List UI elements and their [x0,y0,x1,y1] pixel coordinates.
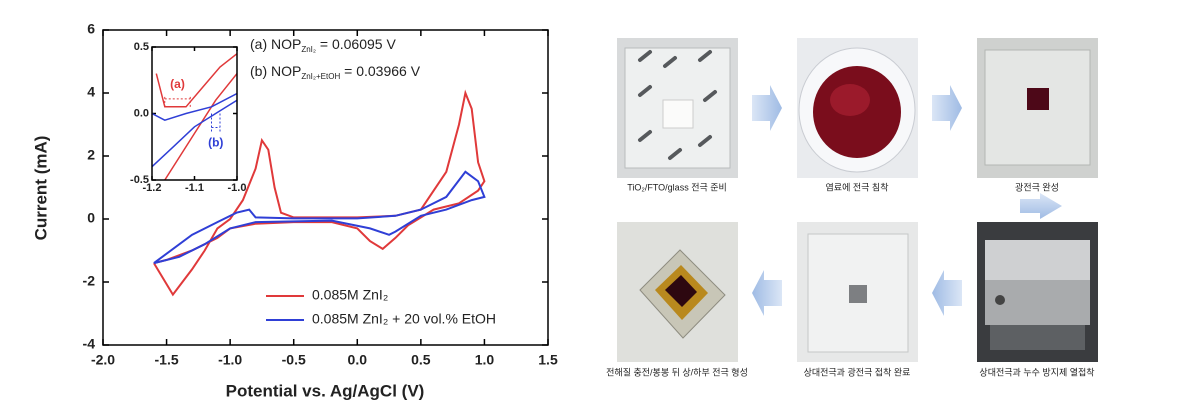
y-axis-label: Current (mA) [31,136,50,241]
photo [797,38,918,178]
step-caption: 전해질 충전/봉봉 뒤 상/하부 전극 형성 [606,366,748,377]
x-axis-label: Potential vs. Ag/AgCl (V) [226,381,425,400]
x-tick-label: -1.1 [185,182,204,194]
annotation-text: (a) NOP [250,36,301,52]
step-caption: 염료에 전극 침착 [826,182,889,192]
arrow [752,85,782,131]
bracket [164,94,191,107]
annotation: (a) [170,77,185,91]
y-tick-label: -2 [83,273,96,289]
x-tick-label: 0.0 [348,352,368,368]
step-caption: 광전극 완성 [1015,181,1059,192]
photo [617,222,738,362]
annotation-subscript: ZnI₂+EtOH [301,72,340,81]
x-tick-label: -2.0 [91,352,115,368]
annotation: (b) NOPZnI₂+EtOH = 0.03966 V [250,63,421,81]
step-caption: TiO₂/FTO/glass 전극 준비 [627,182,727,192]
plot-frame [151,46,238,181]
y-tick-label: 0 [87,210,95,226]
bracket [211,113,221,132]
x-tick-label: -1.0 [218,352,242,368]
photo [977,38,1098,178]
annotation: (a) NOPZnI₂ = 0.06095 V [250,36,396,54]
arrow [752,270,782,316]
photo [977,222,1098,362]
arrow [1020,193,1062,219]
legend-label: 0.085M ZnI₂ + 20 vol.% EtOH [312,311,496,327]
plot-frame [102,29,549,346]
x-tick-label: 0.5 [411,352,431,368]
legend-label: 0.085M ZnI₂ [312,287,388,303]
step-caption: 상대전극과 광전극 접착 완료 [804,366,911,377]
y-tick-label: -0.5 [130,174,149,186]
x-tick-label: -1.5 [155,352,179,368]
y-tick-label: 4 [87,84,95,100]
step-caption: 상대전극과 누수 방지제 열접착 [979,366,1094,377]
x-tick-label: -1.0 [228,182,247,194]
x-tick-label: 1.5 [538,352,558,368]
annotation-subscript: ZnI₂ [301,45,316,54]
x-tick-label: 1.0 [475,352,495,368]
photo [797,222,918,362]
inset-chart: -1.2 -1.1 -1.0 -0.5 0.0 0.5 (a) (b) [130,41,246,194]
arrow [932,270,962,316]
process-diagram: TiO₂/FTO/glass 전극 준비 염료에 전극 침착 광전극 완성 상대… [606,38,1098,377]
annotation-text: (b) NOP [250,63,301,79]
arrow [932,85,962,131]
y-tick-label: 6 [87,21,95,37]
data-line [152,92,237,168]
photo [617,38,738,178]
annotation-value: = 0.06095 V [316,36,396,52]
annotation: (b) [208,136,223,150]
data-line [153,170,486,265]
y-tick-label: 0.0 [134,107,149,119]
inset-background [152,47,237,180]
y-tick-label: 2 [87,147,95,163]
annotation-value: = 0.03966 V [340,63,420,79]
cv-chart: -2.0 -1.5 -1.0 -0.5 0.0 0.5 1.0 1.5 -4 -2 0 2 4 6 Pote… [31,21,557,401]
x-tick-label: -0.5 [282,352,306,368]
x-tick-label: -1.2 [143,182,162,194]
y-tick-label: -4 [83,336,96,352]
main-chart: -2.0 -1.5 -1.0 -0.5 0.0 0.5 1.0 1.5 -4 -2 0 2 4 6 Pote… [31,21,557,401]
y-tick-label: 0.5 [134,41,149,53]
